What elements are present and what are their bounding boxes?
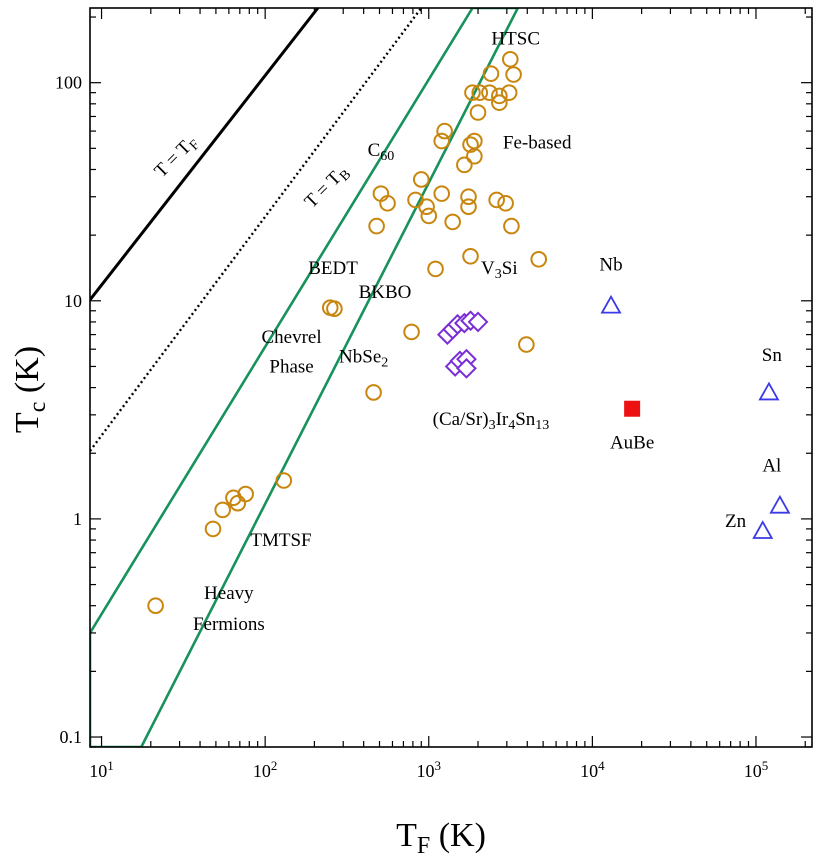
circle-point (482, 65, 500, 82)
circle-point (491, 87, 508, 105)
circle-point (436, 122, 453, 140)
circle-point (500, 84, 518, 101)
diamond-point (467, 311, 489, 333)
annotation-label: Chevrel (261, 327, 321, 348)
circle-point (466, 132, 483, 150)
circle-point (444, 213, 461, 231)
circle-point (491, 94, 508, 111)
circle-point (214, 501, 231, 519)
y-tick-label: 100 (55, 73, 82, 93)
data-points (147, 51, 791, 615)
triangle-point (752, 520, 774, 539)
annotation-label: Al (762, 455, 781, 476)
circle-point (530, 250, 548, 268)
diamond-point (456, 357, 477, 379)
x-tick-label: 102 (253, 758, 278, 782)
annotation-label: Phase (269, 356, 313, 377)
annotation-label: BKBO (359, 282, 412, 303)
annotation-label: NbSe2 (339, 347, 388, 371)
circle-point (462, 136, 479, 153)
circle-point (456, 156, 473, 174)
circle-point (433, 132, 451, 150)
circle-point (427, 260, 444, 278)
triangle-point (769, 494, 791, 514)
axis-titles: TF (K) Tc (K) (9, 346, 486, 859)
y-axis-title: Tc (K) (9, 346, 51, 433)
annotations: T = TF T = TB HTSC C60 Fe-based BEDT V3Si Nb BKB… (150, 28, 782, 635)
band-outline (90, 8, 520, 747)
circle-point (412, 171, 430, 188)
circle-point (469, 104, 487, 121)
circle-point (379, 194, 396, 212)
circle-point (471, 84, 489, 101)
annotation-label: C60 (368, 140, 395, 164)
x-tick-label: 101 (89, 758, 114, 782)
circle-point (497, 194, 514, 212)
annotation-label: BEDT (308, 258, 358, 279)
circle-point (488, 191, 505, 209)
circle-point (403, 323, 420, 341)
circle-point (275, 472, 293, 489)
y-tick-label: 0.1 (60, 727, 83, 747)
circle-point (204, 520, 222, 538)
line-t-equals-tb (90, 8, 423, 452)
line-t-equals-tf (90, 8, 320, 301)
circle-point (326, 300, 343, 317)
circle-point (420, 207, 438, 225)
annotation-label: TMTSF (250, 530, 311, 551)
circle-point (481, 84, 498, 101)
annotation-label: Sn (762, 345, 783, 366)
circle-point (147, 597, 164, 615)
triangle-point (600, 294, 622, 314)
x-axis-title: TF (K) (396, 817, 486, 859)
circle-point (464, 84, 481, 101)
y-tick-label: 1 (73, 509, 82, 529)
annotation-label: Nb (599, 254, 622, 275)
plot-frame (89, 7, 813, 748)
x-tick-label: 104 (580, 758, 605, 782)
reference-lines (90, 8, 423, 452)
annotation-label: HTSC (491, 28, 540, 49)
y-tick-label: 10 (64, 291, 82, 311)
circle-point (368, 217, 385, 235)
axes: 101 102 103 104 105 0.1 1 10 100 (55, 7, 813, 782)
circle-point (518, 336, 535, 353)
circle-point (503, 217, 520, 235)
annotation-label: T = TB (301, 161, 355, 215)
circle-point (460, 188, 477, 206)
circle-point (501, 51, 519, 68)
circle-point (505, 66, 522, 83)
annotation-label: T = TF (150, 131, 203, 184)
triangle-point (758, 381, 780, 401)
circle-point (462, 247, 479, 265)
circle-point (460, 198, 477, 216)
x-tick-label: 103 (417, 758, 442, 782)
circle-point (225, 489, 242, 507)
annotation-label: (Ca/Sr)3Ir4Sn13 (433, 409, 550, 433)
circle-point (433, 185, 451, 202)
circle-point (365, 384, 382, 401)
annotation-label: Fe-based (503, 132, 572, 153)
annotation-label: AuBe (610, 433, 654, 454)
annotation-label: Heavy (204, 583, 254, 604)
square-point (624, 400, 641, 417)
circle-point (418, 198, 435, 216)
annotation-label: V3Si (481, 258, 518, 282)
parameter-band (90, 8, 520, 747)
x-tick-label: 105 (744, 758, 769, 782)
annotation-label: Zn (725, 511, 747, 532)
circle-point (237, 485, 254, 503)
annotation-label: Fermions (193, 614, 265, 635)
